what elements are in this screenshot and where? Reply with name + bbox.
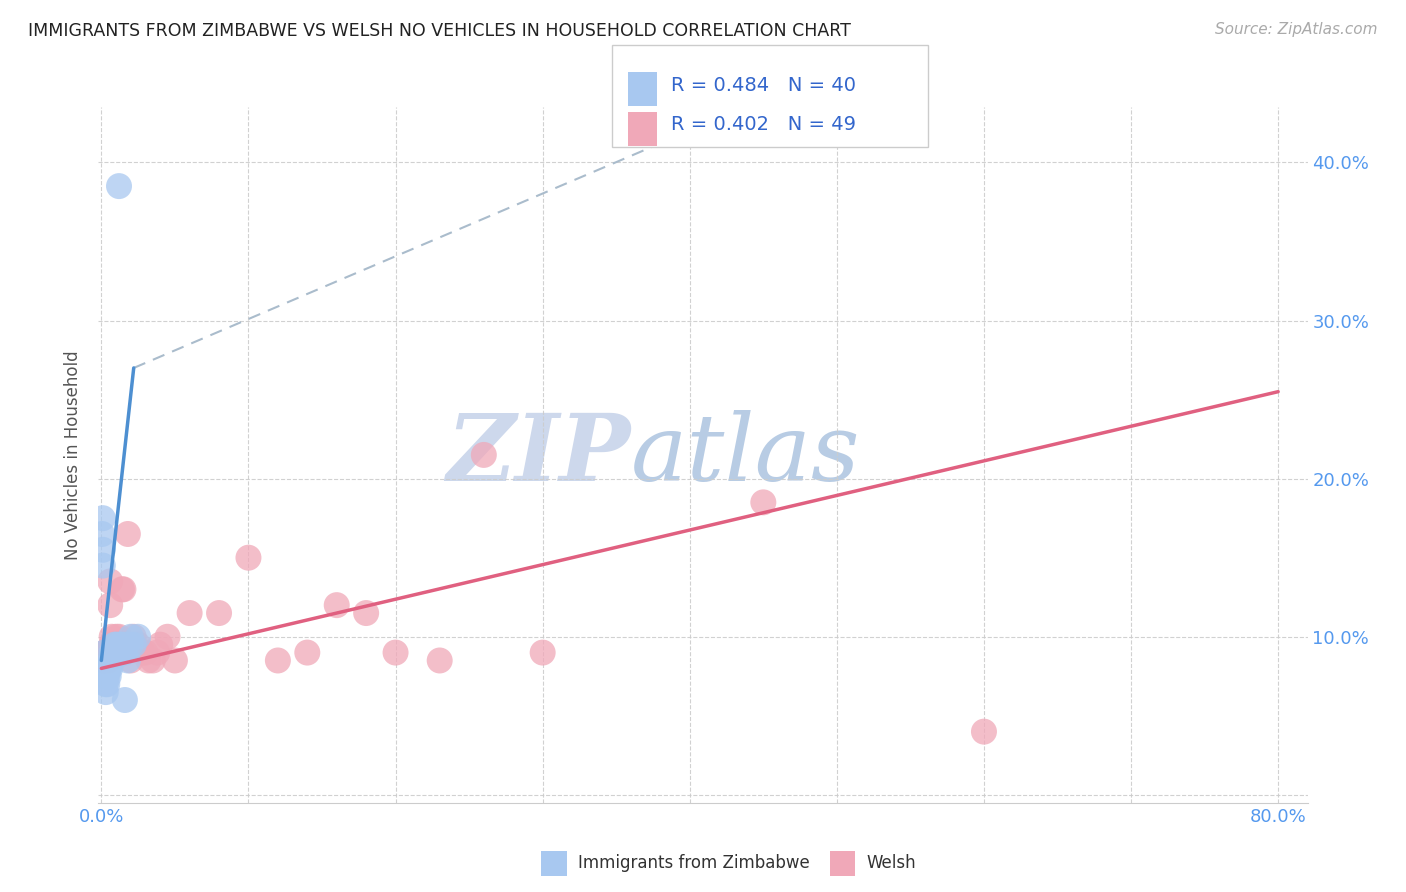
Point xyxy=(111,582,134,597)
Point xyxy=(156,630,179,644)
Point xyxy=(104,646,127,660)
Point xyxy=(112,646,135,660)
Y-axis label: No Vehicles in Household: No Vehicles in Household xyxy=(65,350,83,560)
Point xyxy=(98,574,121,589)
Point xyxy=(96,646,118,660)
Point xyxy=(117,527,139,541)
Point xyxy=(179,606,201,620)
Point xyxy=(91,558,114,573)
Point xyxy=(127,630,149,644)
Point xyxy=(97,669,120,683)
Point xyxy=(114,646,136,660)
Point xyxy=(107,646,129,660)
Point xyxy=(120,630,142,644)
Point xyxy=(93,653,115,667)
Point xyxy=(93,669,115,683)
Point xyxy=(149,638,172,652)
Point xyxy=(131,646,153,660)
Text: Source: ZipAtlas.com: Source: ZipAtlas.com xyxy=(1215,22,1378,37)
Point xyxy=(97,653,120,667)
Point xyxy=(101,638,124,652)
Text: R = 0.402   N = 49: R = 0.402 N = 49 xyxy=(671,115,856,134)
Point xyxy=(91,527,114,541)
Text: Welsh: Welsh xyxy=(866,855,915,872)
Point xyxy=(120,638,142,652)
Point xyxy=(93,646,115,660)
Point xyxy=(208,606,231,620)
Point xyxy=(138,653,160,667)
Point xyxy=(134,646,156,660)
Point xyxy=(107,638,129,652)
Point xyxy=(91,653,114,667)
Point xyxy=(105,638,128,652)
Point xyxy=(472,448,495,462)
Point xyxy=(122,638,145,652)
Point xyxy=(94,677,117,691)
Text: atlas: atlas xyxy=(630,410,860,500)
Point xyxy=(752,495,775,509)
Point xyxy=(122,630,145,644)
Point xyxy=(110,646,132,660)
Point xyxy=(96,661,118,675)
Point xyxy=(111,638,134,652)
Point xyxy=(98,661,121,675)
Text: R = 0.484   N = 40: R = 0.484 N = 40 xyxy=(671,76,856,95)
Point xyxy=(325,598,347,612)
Point xyxy=(91,542,114,557)
Point xyxy=(429,653,451,667)
Point xyxy=(115,638,138,652)
Point xyxy=(100,630,122,644)
Text: Immigrants from Zimbabwe: Immigrants from Zimbabwe xyxy=(578,855,810,872)
Point xyxy=(105,630,128,644)
Point xyxy=(93,646,115,660)
Point xyxy=(101,646,124,660)
Point xyxy=(101,653,124,667)
Point xyxy=(96,669,118,683)
Point xyxy=(94,653,117,667)
Point xyxy=(100,638,122,652)
Point xyxy=(94,661,117,675)
Point xyxy=(115,638,138,652)
Point xyxy=(105,646,128,660)
Point xyxy=(163,653,186,667)
Point xyxy=(267,653,290,667)
Point xyxy=(96,677,118,691)
Point xyxy=(100,653,122,667)
Point xyxy=(108,179,131,194)
Point xyxy=(100,646,122,660)
Point xyxy=(94,669,117,683)
Point xyxy=(93,661,115,675)
Point xyxy=(108,630,131,644)
Point xyxy=(127,638,149,652)
Point xyxy=(97,661,120,675)
Text: ZIP: ZIP xyxy=(446,410,630,500)
Point xyxy=(114,693,136,707)
Point xyxy=(91,511,114,525)
Point xyxy=(114,646,136,660)
Point xyxy=(94,685,117,699)
Point xyxy=(101,646,124,660)
Point xyxy=(94,646,117,660)
Point xyxy=(112,582,135,597)
Point xyxy=(117,653,139,667)
Point xyxy=(142,653,165,667)
Point xyxy=(973,724,995,739)
Point xyxy=(98,598,121,612)
Point xyxy=(384,646,406,660)
Point xyxy=(297,646,319,660)
Point xyxy=(98,653,121,667)
Point xyxy=(531,646,554,660)
Point xyxy=(105,646,128,660)
Point xyxy=(110,638,132,652)
Point xyxy=(146,646,169,660)
Point xyxy=(238,550,260,565)
Point xyxy=(120,653,142,667)
Point xyxy=(354,606,377,620)
Text: IMMIGRANTS FROM ZIMBABWE VS WELSH NO VEHICLES IN HOUSEHOLD CORRELATION CHART: IMMIGRANTS FROM ZIMBABWE VS WELSH NO VEH… xyxy=(28,22,851,40)
Point xyxy=(97,646,120,660)
Point xyxy=(104,638,127,652)
Point xyxy=(104,638,127,652)
Point xyxy=(108,638,131,652)
